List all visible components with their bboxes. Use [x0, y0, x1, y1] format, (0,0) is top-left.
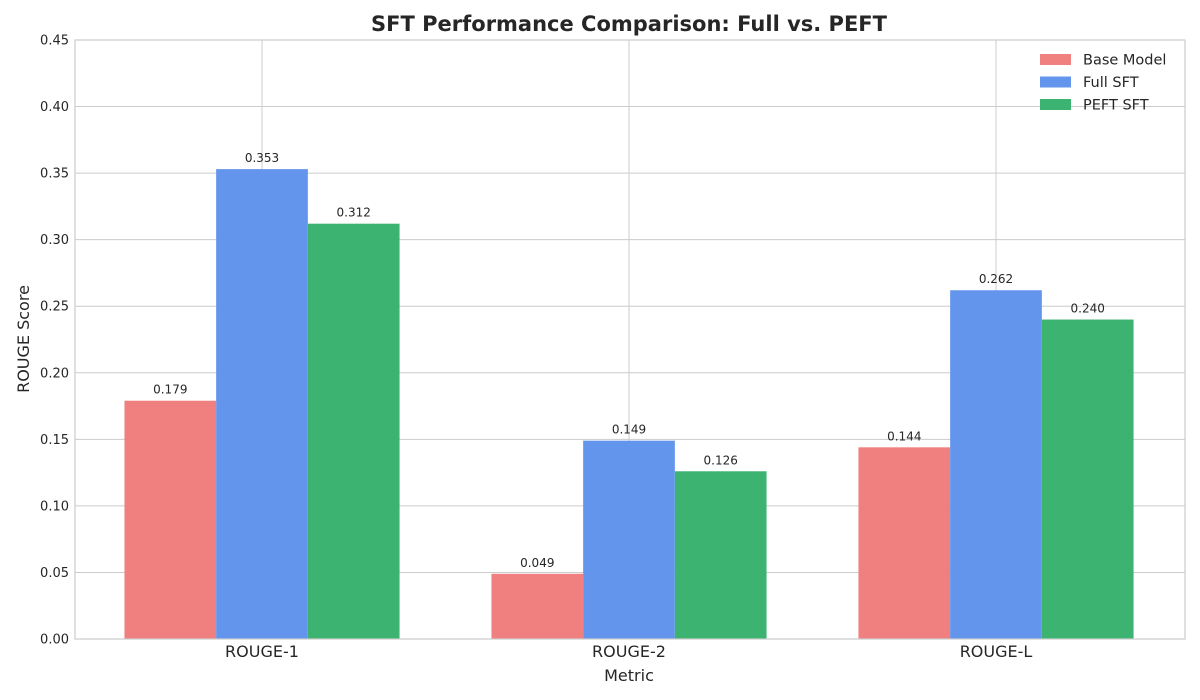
chart-title: SFT Performance Comparison: Full vs. PEF… [371, 12, 888, 36]
y-tick-label: 0.40 [40, 100, 69, 115]
bar [950, 290, 1042, 639]
bar-value-label: 0.353 [245, 151, 279, 165]
bar [674, 471, 767, 639]
legend-label: Base Model [1083, 53, 1166, 69]
y-tick-label: 0.00 [40, 633, 69, 648]
bar-value-label: 0.179 [153, 383, 187, 397]
x-tick-label: ROUGE-2 [592, 642, 666, 661]
bar [307, 223, 400, 639]
y-tick-label: 0.10 [40, 499, 69, 514]
legend-swatch [1040, 54, 1071, 65]
y-tick-label: 0.25 [40, 300, 69, 315]
data-labels-group: 0.179 0.049 0.144 0.353 0.149 0.262 0.312 0.126… [153, 151, 1105, 570]
bar-value-label: 0.312 [337, 206, 371, 220]
y-tick-label: 0.15 [40, 433, 69, 448]
bar [583, 440, 675, 639]
x-tick-label: ROUGE-L [960, 642, 1033, 661]
legend-swatch [1040, 76, 1071, 88]
y-tick-label: 0.20 [40, 366, 69, 381]
bar-value-label: 0.144 [887, 429, 921, 443]
y-tick-label: 0.30 [40, 233, 69, 248]
legend-label: Full SFT [1083, 75, 1139, 91]
bars-group [124, 169, 1134, 639]
y-tick-label: 0.05 [40, 566, 69, 581]
bar-value-label: 0.240 [1071, 302, 1105, 316]
axes-group: 0.00 0.05 0.10 0.15 0.20 0.25 0.30 0.35 0.40 0.45… [40, 34, 1186, 661]
bar-value-label: 0.262 [979, 272, 1013, 286]
bar-value-label: 0.126 [704, 453, 738, 467]
y-tick-label: 0.45 [40, 34, 69, 49]
bar [216, 169, 308, 639]
bar-value-label: 0.049 [520, 556, 554, 570]
bar [1041, 319, 1134, 639]
bar-value-label: 0.149 [612, 423, 646, 437]
legend: Base Model Full SFT PEFT SFT [1040, 53, 1166, 114]
legend-label: PEFT SFT [1083, 98, 1149, 114]
legend-swatch [1040, 99, 1071, 110]
bar [124, 400, 217, 639]
x-tick-label: ROUGE-1 [225, 642, 299, 661]
y-tick-label: 0.35 [40, 167, 69, 182]
bar [858, 447, 951, 639]
y-axis-title: ROUGE Score [14, 285, 33, 393]
x-axis-title: Metric [604, 666, 654, 685]
plot-frame [74, 39, 1186, 640]
bar [491, 573, 584, 639]
